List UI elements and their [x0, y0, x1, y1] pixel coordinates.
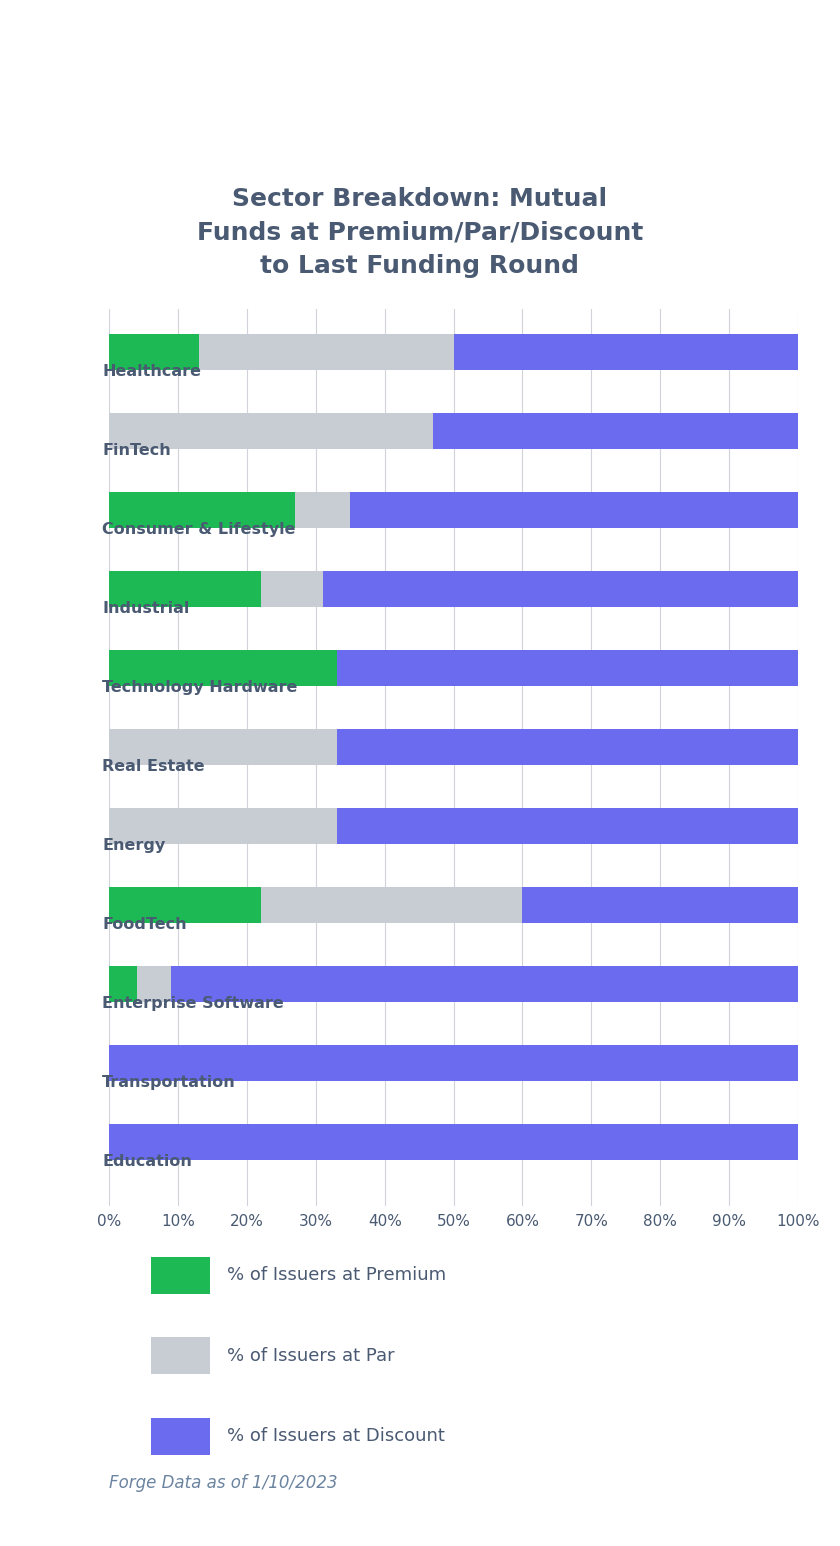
Text: Enterprise Software: Enterprise Software [102, 996, 284, 1011]
Text: Real Estate: Real Estate [102, 759, 205, 773]
Bar [109, 334, 199, 369]
Text: Industrial: Industrial [102, 600, 190, 615]
Text: Healthcare: Healthcare [102, 363, 202, 379]
Bar [337, 809, 798, 844]
Bar [323, 570, 798, 606]
Text: % of Issuers at Par: % of Issuers at Par [227, 1347, 395, 1365]
Text: FinTech: FinTech [102, 442, 171, 458]
Text: Energy: Energy [102, 838, 165, 852]
Bar [109, 1124, 798, 1160]
Bar [337, 730, 798, 765]
Bar [433, 413, 798, 448]
Bar [109, 1045, 798, 1081]
Text: Technology Hardware: Technology Hardware [102, 680, 297, 694]
Text: % of Issuers at Premium: % of Issuers at Premium [227, 1266, 446, 1285]
Bar [260, 570, 323, 606]
Bar [109, 809, 337, 844]
Bar [350, 492, 798, 527]
Text: % of Issuers at Discount: % of Issuers at Discount [227, 1427, 444, 1446]
Text: Transportation: Transportation [102, 1074, 236, 1090]
Bar [109, 887, 260, 923]
Text: Education: Education [102, 1153, 192, 1169]
Bar [109, 730, 337, 765]
Bar [171, 966, 798, 1002]
Text: Forge Data as of 1/10/2023: Forge Data as of 1/10/2023 [109, 1473, 338, 1492]
Bar [295, 492, 350, 527]
Text: Sector Breakdown: Mutual
Funds at Premium/Par/Discount
to Last Funding Round: Sector Breakdown: Mutual Funds at Premiu… [197, 187, 643, 278]
Bar [109, 413, 433, 448]
Bar [260, 887, 522, 923]
Text: Consumer & Lifestyle: Consumer & Lifestyle [102, 521, 296, 536]
Bar [109, 570, 260, 606]
Bar [522, 887, 798, 923]
Bar [109, 492, 295, 527]
Bar [199, 334, 454, 369]
Bar [454, 334, 798, 369]
Bar [137, 966, 171, 1002]
Text: FoodTech: FoodTech [102, 917, 187, 932]
Bar [109, 966, 137, 1002]
Bar [109, 651, 337, 685]
Bar [337, 651, 798, 685]
